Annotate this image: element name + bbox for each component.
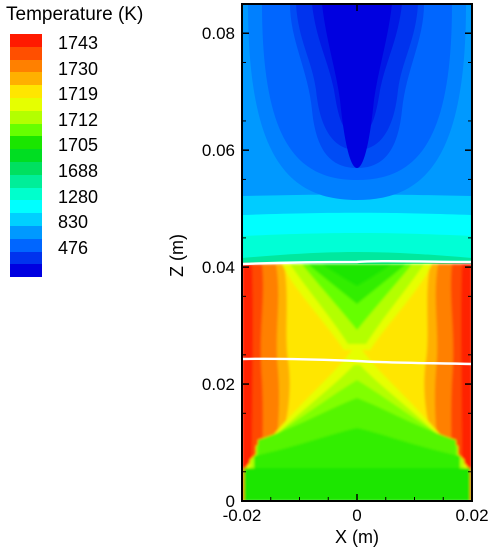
y-tick-label: 0.06 bbox=[202, 141, 235, 160]
colorbar-swatch bbox=[10, 187, 42, 201]
colorbar-label: 1688 bbox=[58, 161, 99, 181]
colorbar-swatch bbox=[10, 59, 42, 73]
y-tick-label: 0.02 bbox=[202, 375, 235, 394]
colorbar-label: 1712 bbox=[58, 109, 99, 130]
x-tick-label: 0.02 bbox=[455, 506, 488, 525]
colorbar-label: 1730 bbox=[58, 58, 99, 79]
colorbar-swatch bbox=[10, 110, 42, 124]
colorbar-label: 1743 bbox=[58, 33, 99, 53]
y-axis-label: Z (m) bbox=[167, 234, 187, 277]
colorbar-swatch bbox=[10, 264, 42, 278]
colorbar-label: 830 bbox=[58, 212, 89, 233]
colorbar-swatch bbox=[10, 200, 42, 214]
colorbar-label: 1719 bbox=[58, 84, 99, 105]
colorbar-title: Temperature (K) bbox=[6, 4, 144, 25]
colorbar-swatch bbox=[10, 136, 42, 150]
colorbar-swatch bbox=[10, 162, 42, 175]
colorbar-swatch bbox=[10, 149, 42, 163]
colorbar-label: 1280 bbox=[58, 186, 99, 207]
lower-interface-line bbox=[242, 357, 472, 366]
x-tick-label: -0.02 bbox=[223, 506, 262, 525]
y-tick-label: 0.08 bbox=[202, 24, 235, 43]
colorbar-swatch bbox=[10, 226, 42, 239]
upper-interface-line bbox=[242, 259, 472, 266]
temperature-field bbox=[242, 4, 472, 501]
colorbar-swatch bbox=[10, 98, 42, 111]
axes: 00.020.040.060.08-0.02 0 0.02X (m)Z (m) bbox=[167, 3, 489, 547]
colorbar-swatch bbox=[10, 34, 42, 47]
colorbar-swatch bbox=[10, 174, 42, 188]
colorbar-swatch bbox=[10, 238, 42, 252]
y-tick-label: 0.04 bbox=[202, 258, 235, 277]
x-tick-label: 0 bbox=[352, 506, 361, 525]
colorbar-swatch bbox=[10, 72, 42, 86]
colorbar-swatch bbox=[10, 46, 42, 60]
colorbar-swatch bbox=[10, 85, 42, 99]
colorbar-label: 1705 bbox=[58, 135, 99, 156]
colorbar-swatch bbox=[10, 123, 42, 137]
x-axis-label: X (m) bbox=[335, 527, 379, 547]
colorbar-label: 476 bbox=[58, 237, 89, 258]
y-tick-label: 0 bbox=[226, 492, 235, 511]
colorbar-swatch bbox=[10, 251, 42, 265]
colorbar-swatch bbox=[10, 213, 42, 227]
